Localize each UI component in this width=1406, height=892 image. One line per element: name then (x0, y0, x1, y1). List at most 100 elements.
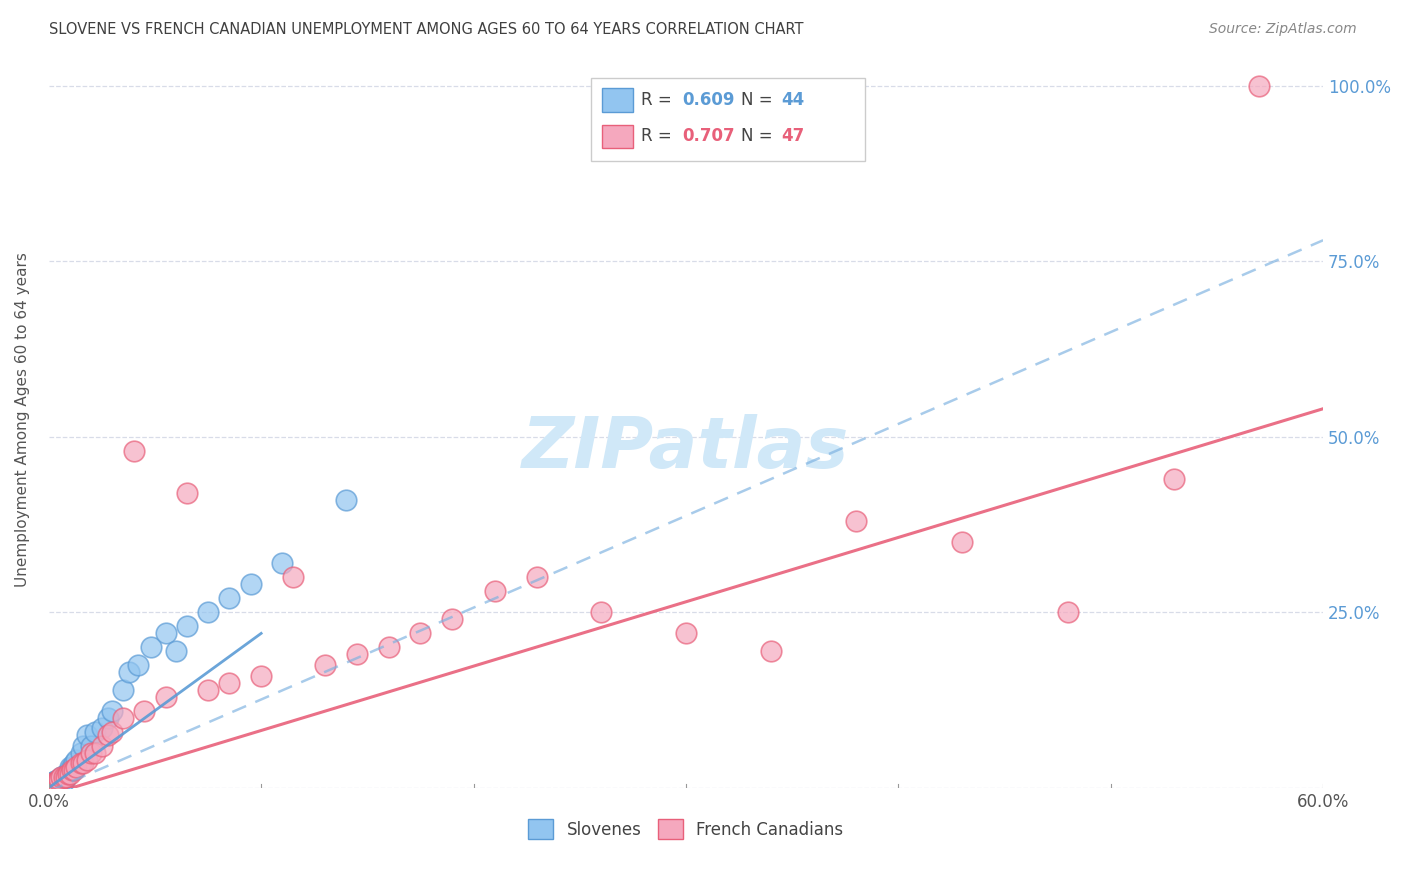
Point (48, 772, 70, 787)
Point (56, 766, 79, 780)
Point (72, 739, 94, 753)
Point (76, 753, 98, 767)
Point (1249, 78, 1271, 93)
Point (346, 648, 368, 662)
Point (589, 605, 612, 619)
Point (59, 764, 82, 778)
Point (526, 570, 548, 584)
Point (484, 584, 506, 599)
Point (80, 746, 103, 760)
Point (52, 770, 75, 784)
Point (72, 756, 94, 771)
Point (97, 728, 120, 742)
Point (845, 514, 868, 528)
Point (441, 612, 464, 626)
Point (46, 777, 69, 791)
Point (218, 591, 240, 606)
Point (250, 668, 273, 682)
Point (97, 711, 120, 725)
Text: Source: ZipAtlas.com: Source: ZipAtlas.com (1209, 22, 1357, 37)
Point (65, 760, 87, 774)
Point (46, 773, 69, 788)
Text: ZIPatlas: ZIPatlas (522, 414, 849, 483)
Point (69, 756, 91, 771)
Point (155, 690, 177, 704)
Point (176, 486, 198, 500)
Text: 47: 47 (782, 128, 806, 145)
Point (46, 775, 69, 789)
Text: SLOVENE VS FRENCH CANADIAN UNEMPLOYMENT AMONG AGES 60 TO 64 YEARS CORRELATION CH: SLOVENE VS FRENCH CANADIAN UNEMPLOYMENT … (49, 22, 804, 37)
Point (48, 772, 70, 787)
Point (675, 626, 697, 640)
Point (281, 570, 304, 584)
Point (759, 644, 782, 658)
Point (101, 704, 124, 718)
Point (56, 766, 79, 780)
Point (44, 777, 66, 791)
Point (239, 577, 262, 591)
Text: 0.609: 0.609 (682, 91, 734, 109)
Text: R =: R = (641, 91, 678, 109)
Point (39, 777, 62, 791)
Point (39, 777, 62, 791)
Text: R =: R = (641, 128, 678, 145)
Point (42, 775, 65, 789)
Point (59, 760, 82, 774)
Point (44, 775, 66, 789)
Point (63, 756, 86, 771)
Point (44, 773, 66, 788)
Point (84, 724, 107, 739)
Point (139, 640, 162, 655)
Point (44, 775, 66, 789)
Point (122, 443, 145, 458)
Point (197, 605, 219, 619)
Point (55, 770, 77, 784)
Point (127, 657, 149, 672)
Point (112, 682, 135, 697)
Point (51, 773, 73, 788)
Point (69, 746, 91, 760)
Point (52, 770, 75, 784)
Point (60, 764, 83, 778)
Point (48, 777, 70, 791)
Point (59, 766, 82, 780)
Point (48, 775, 70, 789)
Point (48, 773, 70, 788)
Point (44, 777, 66, 791)
Point (52, 773, 75, 788)
Point (155, 626, 177, 640)
Point (176, 619, 198, 633)
Point (118, 665, 141, 679)
Point (51, 770, 73, 784)
Point (42, 777, 65, 791)
Point (90, 721, 112, 735)
Point (1163, 472, 1185, 486)
Point (55, 766, 77, 780)
Point (63, 764, 86, 778)
Point (197, 682, 219, 697)
Point (80, 739, 103, 753)
Point (409, 626, 432, 640)
Point (271, 556, 294, 570)
Point (84, 746, 107, 760)
Point (112, 711, 135, 725)
Text: 0.707: 0.707 (682, 128, 734, 145)
Point (165, 644, 187, 658)
Point (101, 724, 124, 739)
Text: N =: N = (741, 128, 778, 145)
Point (76, 728, 98, 742)
Point (218, 675, 240, 690)
Point (950, 535, 973, 549)
Point (335, 493, 357, 508)
Text: 44: 44 (782, 91, 806, 109)
Point (46, 775, 69, 789)
Y-axis label: Unemployment Among Ages 60 to 64 years: Unemployment Among Ages 60 to 64 years (15, 252, 30, 587)
Point (55, 770, 77, 784)
Point (65, 753, 87, 767)
Point (314, 657, 336, 672)
Point (42, 777, 65, 791)
Point (134, 704, 156, 718)
Point (90, 739, 112, 753)
Point (60, 760, 83, 774)
Point (1057, 605, 1080, 619)
